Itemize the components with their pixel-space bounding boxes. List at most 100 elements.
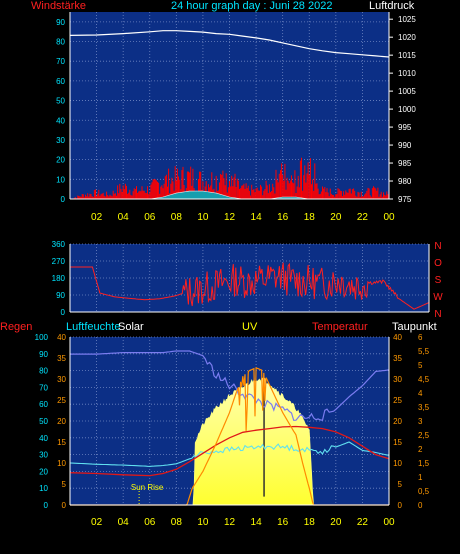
temperature-tick-label: 5 xyxy=(398,480,403,489)
wind-x-tick-label: 20 xyxy=(330,212,342,223)
weather-x-tick-label: 10 xyxy=(197,517,209,528)
wind-direction-series xyxy=(70,262,430,310)
weather-x-tick-label: 22 xyxy=(357,517,369,528)
direction-compass-label: W xyxy=(433,292,443,303)
pressure-tick-label: 985 xyxy=(398,159,412,168)
humidity-tick-label: 60 xyxy=(39,400,48,409)
pressure-axis-title: Luftdruck xyxy=(369,0,415,12)
rain-tick-label: 15 xyxy=(57,438,66,447)
humidity-tick-label: 40 xyxy=(39,434,48,443)
wind-tick-label: 50 xyxy=(56,97,65,106)
wind-speed-series xyxy=(70,157,390,199)
rain-tick-label: 20 xyxy=(57,417,66,426)
temperature-tick-label: 35 xyxy=(393,354,402,363)
humidity-tick-label: 30 xyxy=(39,451,48,460)
wind-x-tick-label: 04 xyxy=(118,212,130,223)
direction-compass-label: N xyxy=(434,309,441,320)
weather-x-tick-label: 04 xyxy=(118,517,130,528)
pressure-tick-label: 1010 xyxy=(398,69,416,78)
humidity-tick-label: 70 xyxy=(39,383,48,392)
temperature-tick-label: 25 xyxy=(393,396,402,405)
solar-label: Solar xyxy=(118,321,144,333)
rain-tick-label: 35 xyxy=(57,354,66,363)
humidity-tick-label: 0 xyxy=(44,501,49,510)
pressure-tick-label: 1015 xyxy=(398,51,416,60)
wind-tick-label: 40 xyxy=(56,116,65,125)
temperature-label: Temperatur xyxy=(312,321,368,333)
wind-x-tick-label: 02 xyxy=(91,212,103,223)
uv-tick-label: 0 xyxy=(418,501,423,510)
wind-tick-label: 80 xyxy=(56,38,65,47)
humidity-series xyxy=(70,350,390,421)
wind-tick-label: 20 xyxy=(56,156,65,165)
temperature-tick-label: 20 xyxy=(393,417,402,426)
pressure-tick-label: 990 xyxy=(398,141,412,150)
chart-title: 24 hour graph day : Juni 28 2022 xyxy=(171,0,333,12)
humidity-tick-label: 10 xyxy=(39,484,48,493)
weather-x-tick-label: 18 xyxy=(304,517,316,528)
wind-tick-label: 0 xyxy=(61,195,66,204)
pressure-tick-label: 995 xyxy=(398,123,412,132)
weather-x-tick-label: 00 xyxy=(383,517,395,528)
uv-tick-label: 1 xyxy=(418,473,423,482)
wind-x-tick-label: 12 xyxy=(224,212,236,223)
uv-tick-label: 5 xyxy=(418,361,423,370)
wind-tick-label: 30 xyxy=(56,136,65,145)
weather-x-tick-label: 08 xyxy=(171,517,183,528)
humidity-tick-label: 50 xyxy=(39,417,48,426)
weather-x-tick-label: 12 xyxy=(224,517,236,528)
wind-x-tick-label: 06 xyxy=(144,212,156,223)
rain-tick-label: 5 xyxy=(62,480,67,489)
direction-tick-label: 180 xyxy=(52,274,66,283)
direction-compass-label: O xyxy=(434,258,442,269)
uv-tick-label: 1,5 xyxy=(418,459,430,468)
temperature-series xyxy=(69,425,390,477)
temperature-tick-label: 10 xyxy=(393,459,402,468)
wind-gust-series xyxy=(70,190,389,200)
rain-tick-label: 10 xyxy=(57,459,66,468)
rain-label: Regen xyxy=(0,321,33,333)
wind-tick-label: 10 xyxy=(56,175,65,184)
weather-x-tick-label: 06 xyxy=(144,517,156,528)
weather-x-tick-label: 14 xyxy=(251,517,263,528)
uv-tick-label: 3,5 xyxy=(418,403,430,412)
wind-x-tick-label: 14 xyxy=(251,212,263,223)
uv-tick-label: 2,5 xyxy=(418,431,430,440)
rain-tick-label: 40 xyxy=(57,333,66,342)
wind-x-tick-label: 22 xyxy=(357,212,369,223)
weather-x-tick-label: 16 xyxy=(277,517,289,528)
uv-label: UV xyxy=(242,321,258,333)
wind-tick-label: 70 xyxy=(56,57,65,66)
uv-tick-label: 5,5 xyxy=(418,347,430,356)
uv-tick-label: 2 xyxy=(418,445,423,454)
direction-tick-label: 270 xyxy=(52,257,66,266)
wind-tick-label: 90 xyxy=(56,18,65,27)
humidity-tick-label: 100 xyxy=(35,333,49,342)
dewpoint-series xyxy=(69,441,390,467)
temperature-tick-label: 40 xyxy=(393,333,402,342)
direction-tick-label: 360 xyxy=(52,240,66,249)
wind-tick-label: 60 xyxy=(56,77,65,86)
pressure-tick-label: 975 xyxy=(398,195,412,204)
direction-tick-label: 90 xyxy=(56,291,65,300)
uv-tick-label: 4 xyxy=(418,389,423,398)
temperature-tick-label: 0 xyxy=(398,501,403,510)
humidity-label: Luftfeuchte xyxy=(66,321,121,333)
wind-x-tick-label: 10 xyxy=(197,212,209,223)
pressure-tick-label: 1025 xyxy=(398,15,416,24)
weather-x-tick-label: 20 xyxy=(330,517,342,528)
wind-x-tick-label: 16 xyxy=(277,212,289,223)
pressure-tick-label: 1000 xyxy=(398,105,416,114)
humidity-tick-label: 80 xyxy=(39,367,48,376)
rain-tick-label: 0 xyxy=(62,501,67,510)
dewpoint-label: Taupunkt xyxy=(392,321,437,333)
wind-x-tick-label: 00 xyxy=(383,212,395,223)
direction-compass-label: N xyxy=(434,241,441,252)
uv-tick-label: 3 xyxy=(418,417,423,426)
pressure-series xyxy=(69,30,390,58)
sunrise-label: Sun Rise xyxy=(131,483,164,492)
pressure-tick-label: 1020 xyxy=(398,33,416,42)
pressure-tick-label: 980 xyxy=(398,177,412,186)
uv-tick-label: 6 xyxy=(418,333,423,342)
wind-x-tick-label: 18 xyxy=(304,212,316,223)
